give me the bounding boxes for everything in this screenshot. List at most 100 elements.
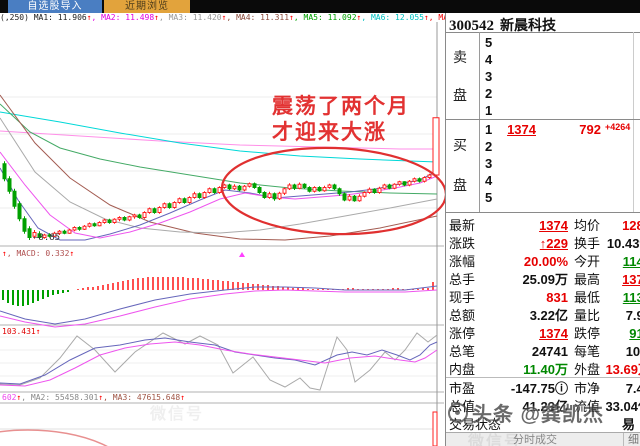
sell-label-char-1: 卖 [453, 49, 467, 65]
sell-buy-divider [446, 119, 640, 120]
candle-body [432, 117, 440, 176]
candle-body [17, 203, 22, 220]
candle-body [302, 183, 307, 188]
sell-level-3-row[interactable]: 3 [446, 69, 640, 85]
candle-body [2, 163, 7, 180]
sell-level-2-row[interactable]: 2 [446, 86, 640, 102]
annotation-line-2: 才迎来大涨 [272, 121, 387, 144]
candle-body [7, 178, 12, 192]
candle-body [377, 187, 382, 193]
MA2-magenta [0, 151, 438, 239]
stat-label: 涨停 [449, 326, 476, 341]
bid-volume: 792 [579, 122, 601, 137]
volume-annotation-arc [0, 429, 108, 446]
candle-body [262, 192, 267, 198]
level-number: 4 [485, 173, 493, 188]
buy-level-1-row[interactable]: 1 1374 792 +4264 [446, 122, 640, 138]
stat-label: 跌停 [574, 326, 601, 341]
tab-recent-browse[interactable]: 近期浏览 [104, 0, 190, 13]
candle-body [247, 183, 252, 187]
candle-body [222, 184, 227, 188]
label-segment: ↑ [154, 13, 159, 22]
stat-label: 总额 [449, 308, 476, 323]
stat-label: 涨幅 [449, 254, 476, 269]
stat-label: 市盈 [449, 381, 476, 396]
stat-row-市盈: 市盈 -147.75ⓘ 市净 7.40 [446, 380, 640, 397]
label-segment: ↑ [423, 13, 429, 22]
candle-body [387, 184, 392, 189]
candle-body [92, 223, 97, 227]
label-segment: ↑ [356, 13, 362, 22]
candle-body [407, 180, 412, 186]
orderbook-right-divider [633, 32, 634, 212]
candle-body [237, 185, 242, 191]
tab-import-watchlist[interactable]: 自选股导入 [8, 0, 102, 13]
kline-chart[interactable] [0, 22, 445, 446]
candle-body [202, 192, 207, 198]
candle-body [67, 229, 72, 234]
toutiao-logo-icon [448, 402, 468, 423]
candle-body [52, 232, 57, 237]
sell-level-1-row[interactable]: 1 [446, 103, 640, 119]
osc-blue-line [0, 337, 438, 385]
stat-label: 市净 [574, 381, 601, 396]
tab-intraday-trades[interactable]: 分时成交 [513, 434, 557, 446]
candle-body [87, 223, 92, 227]
candle-body [172, 202, 177, 208]
stat-label: 总笔 [449, 344, 476, 359]
osc-gray-line [0, 332, 438, 391]
candle-body [77, 227, 82, 230]
buy-level-3-row[interactable]: 3 [446, 156, 640, 172]
candle-body [22, 218, 27, 232]
macd-value-label: ↑, MACD: 0.332↑ [2, 249, 74, 258]
label-segment: ↑ [180, 393, 186, 402]
candle-body [317, 187, 322, 192]
stat-value: 1374 [539, 218, 568, 233]
candle-body [277, 192, 282, 200]
candle-body [252, 183, 257, 188]
stat-value: -147.75ⓘ [510, 381, 568, 396]
stat-row-涨停: 涨停 1374 跌停 916 [446, 325, 640, 342]
stat-value: 11.40万 [523, 362, 568, 377]
candle-body [132, 214, 137, 218]
label-segment: (,250) [0, 13, 34, 22]
candle-body [142, 212, 147, 218]
top-tab-bar: 自选股导入 近期浏览 [0, 0, 640, 13]
candle-body [412, 178, 417, 182]
stat-label: 今开 [574, 254, 601, 269]
annotation-text: 震荡了两个月 才迎来大涨 [272, 94, 410, 146]
stat-value: 10.43% [606, 236, 640, 251]
label-segment: ↑ [98, 393, 104, 402]
annotation-line-1: 震荡了两个月 [272, 95, 410, 118]
stat-value: 13.69万 [605, 362, 640, 377]
osc-magenta-line [0, 341, 438, 387]
stat-value: ↑229 [539, 236, 568, 251]
buy-level-5-row[interactable]: 5 [446, 190, 640, 206]
ma-values-bar: (,250) MA1: 11.906↑, MA2: 11.498↑, MA3: … [0, 13, 445, 22]
label-segment: , MA7: 12.653 [428, 13, 445, 22]
label-segment: ↑ [35, 327, 41, 336]
stat-row-总笔: 总笔 24741 每笔 10.1 [446, 343, 640, 360]
sell-level-4-row[interactable]: 4 [446, 52, 640, 68]
tab-detail-partial[interactable]: 细 [628, 434, 639, 446]
stat-value: 1139 [622, 290, 640, 305]
buy-level-2-row[interactable]: 2 [446, 139, 640, 155]
candle-body [367, 188, 372, 193]
candle-body [257, 187, 262, 193]
watermark-ghost-1: 微信号 [150, 406, 205, 423]
level-number: 4 [485, 52, 493, 67]
label-segment: , MA2: 11.498 [91, 13, 155, 22]
volume-ma-label: 602↑, MA2: 55458.301↑, MA3: 47615.648↑ [2, 393, 185, 402]
candle-body [42, 234, 47, 238]
bottom-bar-divider [623, 433, 624, 446]
candle-body [282, 188, 287, 194]
candle-body [137, 214, 142, 218]
label-segment: ↑ [69, 249, 75, 258]
lowest-price-label: —8.85 [33, 233, 61, 243]
sell-level-5-row[interactable]: 5 [446, 35, 640, 51]
buy-level-4-row[interactable]: 4 [446, 173, 640, 189]
candle-body [162, 203, 167, 208]
label-segment: ↑ [289, 13, 294, 22]
candle-body [177, 198, 182, 203]
